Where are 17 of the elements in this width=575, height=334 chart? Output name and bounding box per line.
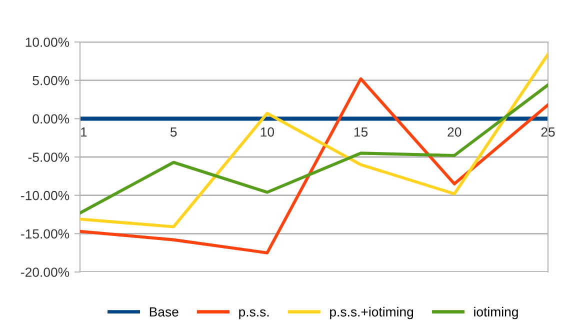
y-tick-label: -10.00% — [21, 190, 70, 200]
legend-label: p.s.s.+iotiming — [330, 306, 414, 320]
y-tick-label: -20.00% — [21, 268, 70, 277]
x-tick-label: 20 — [448, 127, 462, 137]
y-tick-label: -5.00% — [28, 152, 70, 162]
legend-label: iotiming — [474, 306, 518, 320]
x-tick-label: 5 — [170, 127, 177, 137]
y-tick-label: 5.00% — [32, 76, 70, 86]
x-tick-label: 25 — [541, 127, 555, 137]
x-tick-label: 15 — [354, 127, 368, 137]
y-tick-label: 0.00% — [32, 114, 70, 124]
legend-label: Base — [150, 307, 178, 317]
x-tick-label: 10 — [260, 127, 274, 137]
y-tick-label: 10.00% — [26, 38, 70, 47]
x-tick-label: 1 — [81, 127, 87, 137]
legend-label: p.s.s. — [239, 309, 269, 320]
y-tick-label: -15.00% — [21, 229, 70, 239]
